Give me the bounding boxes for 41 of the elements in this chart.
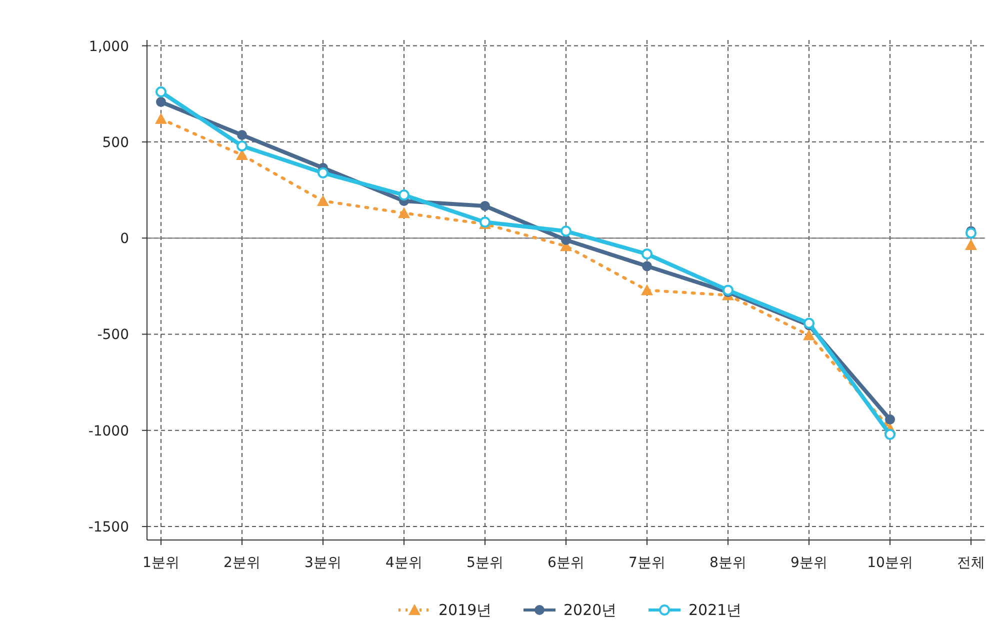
x-tick-label: 10분위 [867,555,913,571]
x-tick-label: 5분위 [466,555,504,571]
point [560,226,572,237]
point [317,194,329,206]
point [318,167,328,178]
point [155,112,167,124]
x-tick-label: 2분위 [224,555,260,571]
x-tick-label: 8분위 [710,555,746,571]
legend-label: 2021년 [688,601,742,619]
point [642,261,652,272]
x-tick-label: 7분위 [628,555,666,571]
x-tick-label: 전체 [957,555,985,571]
point [156,96,166,107]
point [965,239,977,250]
point [398,207,410,218]
point [398,190,410,200]
point [885,414,895,424]
point [480,200,490,211]
y-tick-label: -1500 [88,520,129,536]
point [156,86,166,98]
y-tick-label: 0 [120,231,129,248]
x-tick-label: 9분위 [790,555,828,571]
x-tick-label: 1분위 [142,555,180,571]
y-tick-label: -1000 [88,423,129,440]
legend-label: 2019년 [438,601,492,619]
point [722,284,734,296]
point [236,140,248,152]
point [561,235,571,245]
point [237,130,247,140]
legend-label: 2020년 [564,601,617,619]
y-tick-label: 1,000 [88,38,129,55]
point [803,329,815,340]
x-tick-label: 6분위 [548,555,584,571]
y-tick-label: -500 [97,327,129,344]
point [884,428,896,440]
x-tick-label: 3분위 [304,555,342,571]
point [641,284,653,296]
point [966,228,976,239]
y-tick-label: 500 [102,134,129,151]
x-tick-label: 4분위 [386,555,422,571]
point [642,248,652,260]
